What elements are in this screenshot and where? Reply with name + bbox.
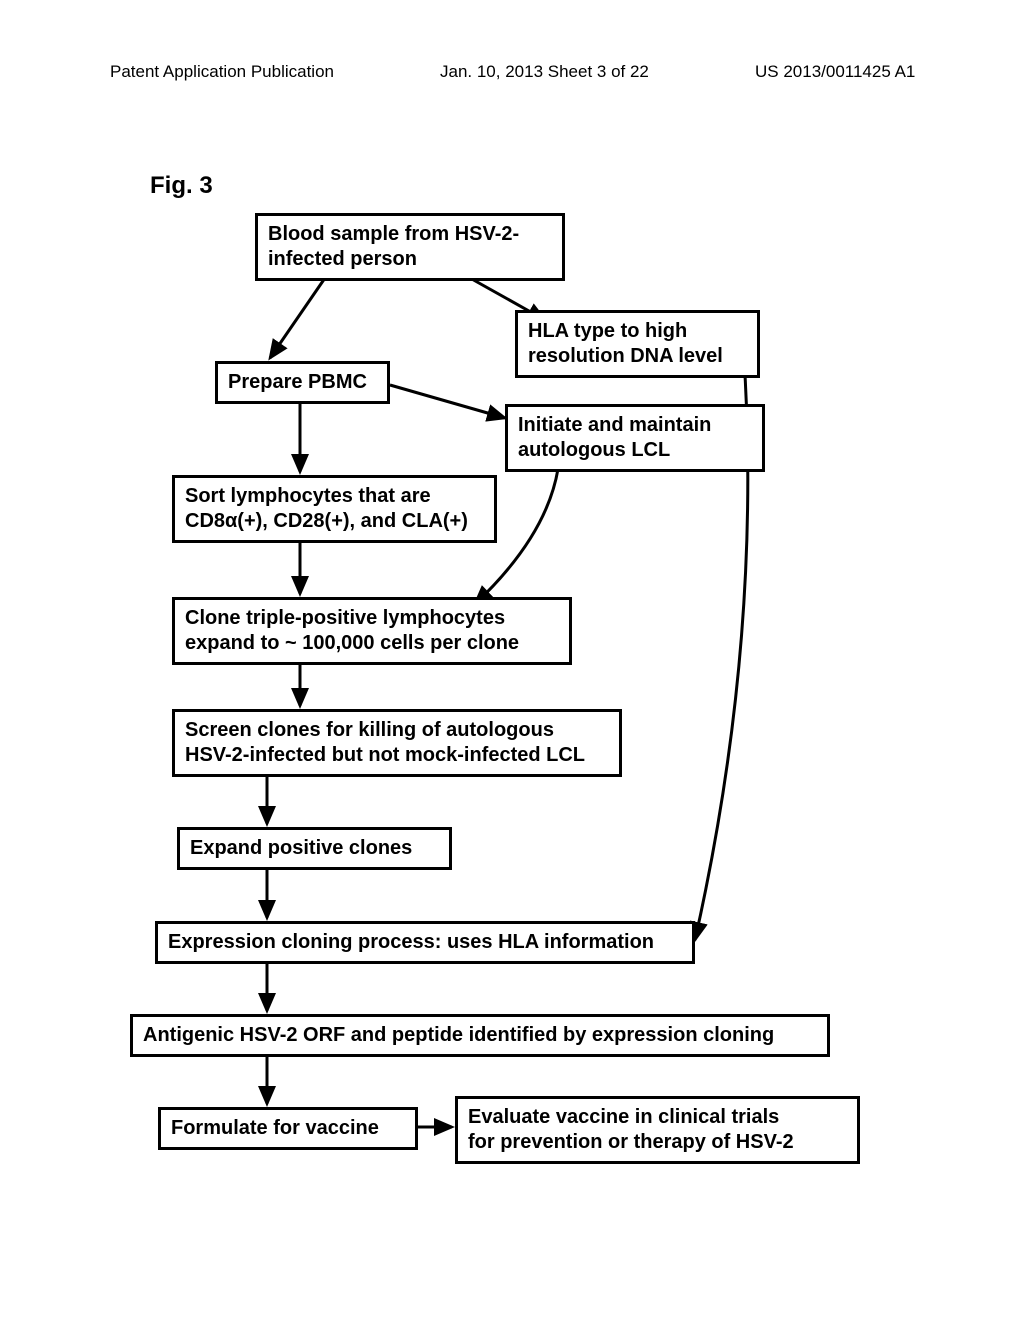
- page: Patent Application Publication Jan. 10, …: [0, 0, 1024, 1320]
- header-left: Patent Application Publication: [110, 62, 334, 82]
- flow-box-orf: Antigenic HSV-2 ORF and peptide identifi…: [130, 1014, 830, 1057]
- flow-box-blood: Blood sample from HSV-2-infected person: [255, 213, 565, 281]
- flow-box-expand: Expand positive clones: [177, 827, 452, 870]
- flow-box-lcl: Initiate and maintainautologous LCL: [505, 404, 765, 472]
- header-right: US 2013/0011425 A1: [755, 62, 915, 82]
- flow-box-sort: Sort lymphocytes that areCD8α(+), CD28(+…: [172, 475, 497, 543]
- flow-box-screen: Screen clones for killing of autologousH…: [172, 709, 622, 777]
- header-center: Jan. 10, 2013 Sheet 3 of 22: [440, 62, 649, 82]
- flow-box-evaluate: Evaluate vaccine in clinical trialsfor p…: [455, 1096, 860, 1164]
- flow-box-express: Expression cloning process: uses HLA inf…: [155, 921, 695, 964]
- flow-box-formulate: Formulate for vaccine: [158, 1107, 418, 1150]
- flow-box-clone: Clone triple-positive lymphocytesexpand …: [172, 597, 572, 665]
- flow-box-hla: HLA type to highresolution DNA level: [515, 310, 760, 378]
- figure-label: Fig. 3: [150, 172, 213, 200]
- flow-box-pbmc: Prepare PBMC: [215, 361, 390, 404]
